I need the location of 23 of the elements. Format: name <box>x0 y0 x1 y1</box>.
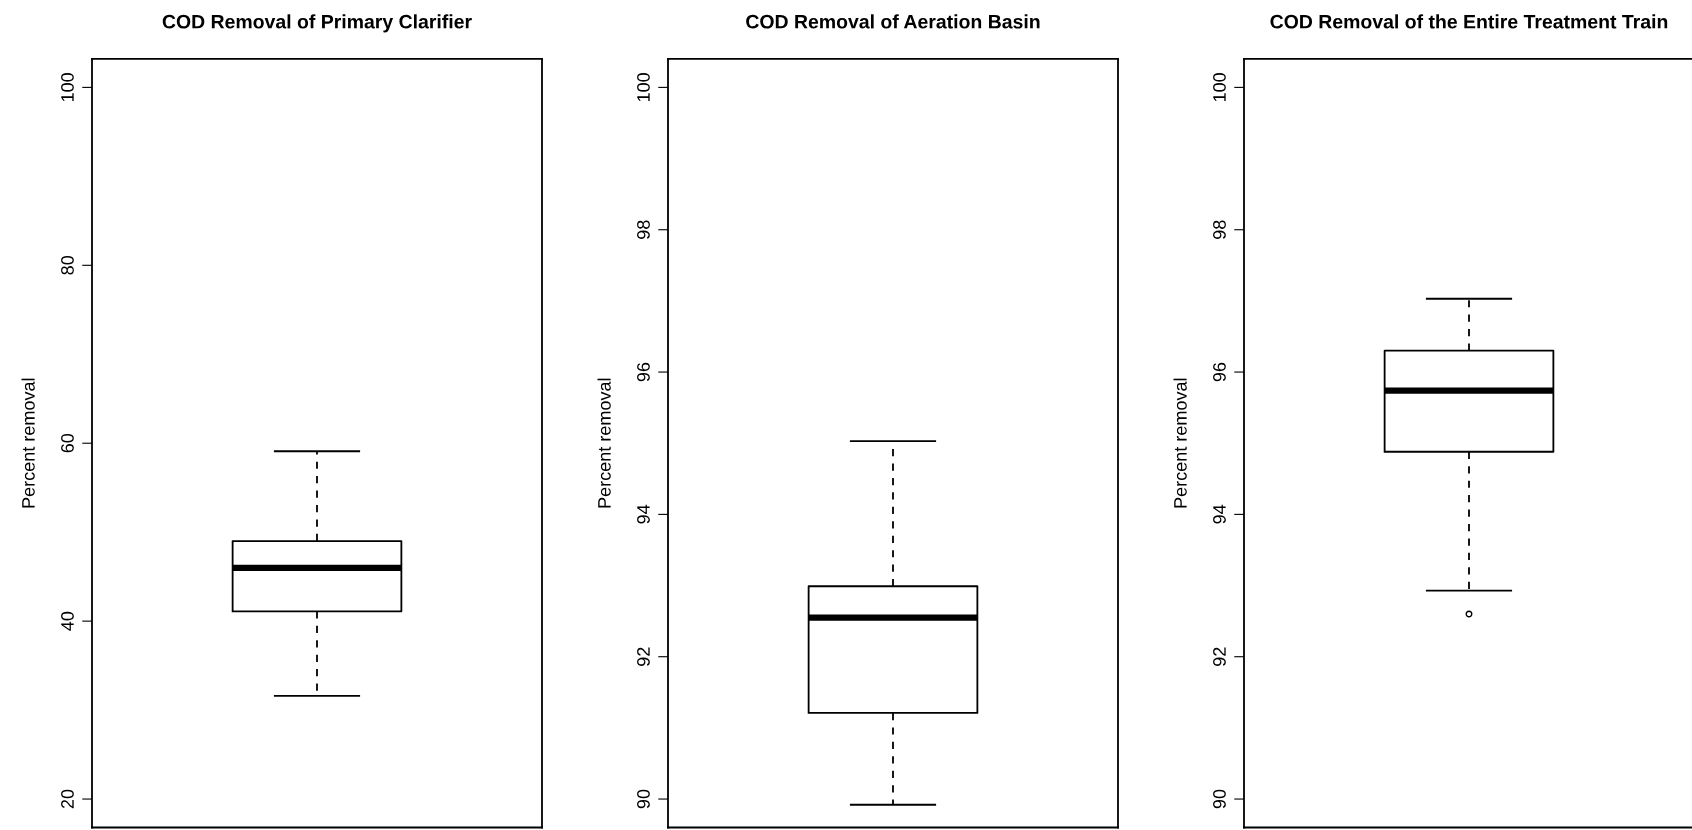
y-tick-label: 94 <box>1213 504 1226 524</box>
y-tick-label: 94 <box>637 504 650 524</box>
y-tick-label: 100 <box>61 73 74 102</box>
y-tick-label: 96 <box>1213 362 1226 382</box>
chart-title: COD Removal of the Entire Treatment Train <box>1270 14 1668 29</box>
y-axis-title: Percent removal <box>1173 378 1187 508</box>
y-tick-label: 80 <box>61 255 74 275</box>
chart-title: COD Removal of Primary Clarifier <box>162 14 472 33</box>
y-tick-label: 100 <box>1213 73 1226 102</box>
y-tick-label: 100 <box>637 73 650 102</box>
y-tick-label: 20 <box>61 789 74 809</box>
y-tick-label: 92 <box>637 647 650 666</box>
y-axis-title: Percent removal <box>21 378 35 508</box>
y-tick-label: 60 <box>61 433 74 453</box>
y-tick-label: 96 <box>637 362 650 382</box>
chart-title: COD Removal of Aeration Basin <box>746 14 1040 29</box>
y-tick-label: 92 <box>1213 647 1226 666</box>
y-tick-label: 90 <box>637 789 650 809</box>
y-tick-label: 98 <box>637 220 650 239</box>
y-tick-label: 90 <box>1213 789 1226 809</box>
y-axis-title: Percent removal <box>597 378 611 508</box>
y-tick-label: 40 <box>61 611 74 631</box>
y-tick-label: 98 <box>1213 220 1226 239</box>
